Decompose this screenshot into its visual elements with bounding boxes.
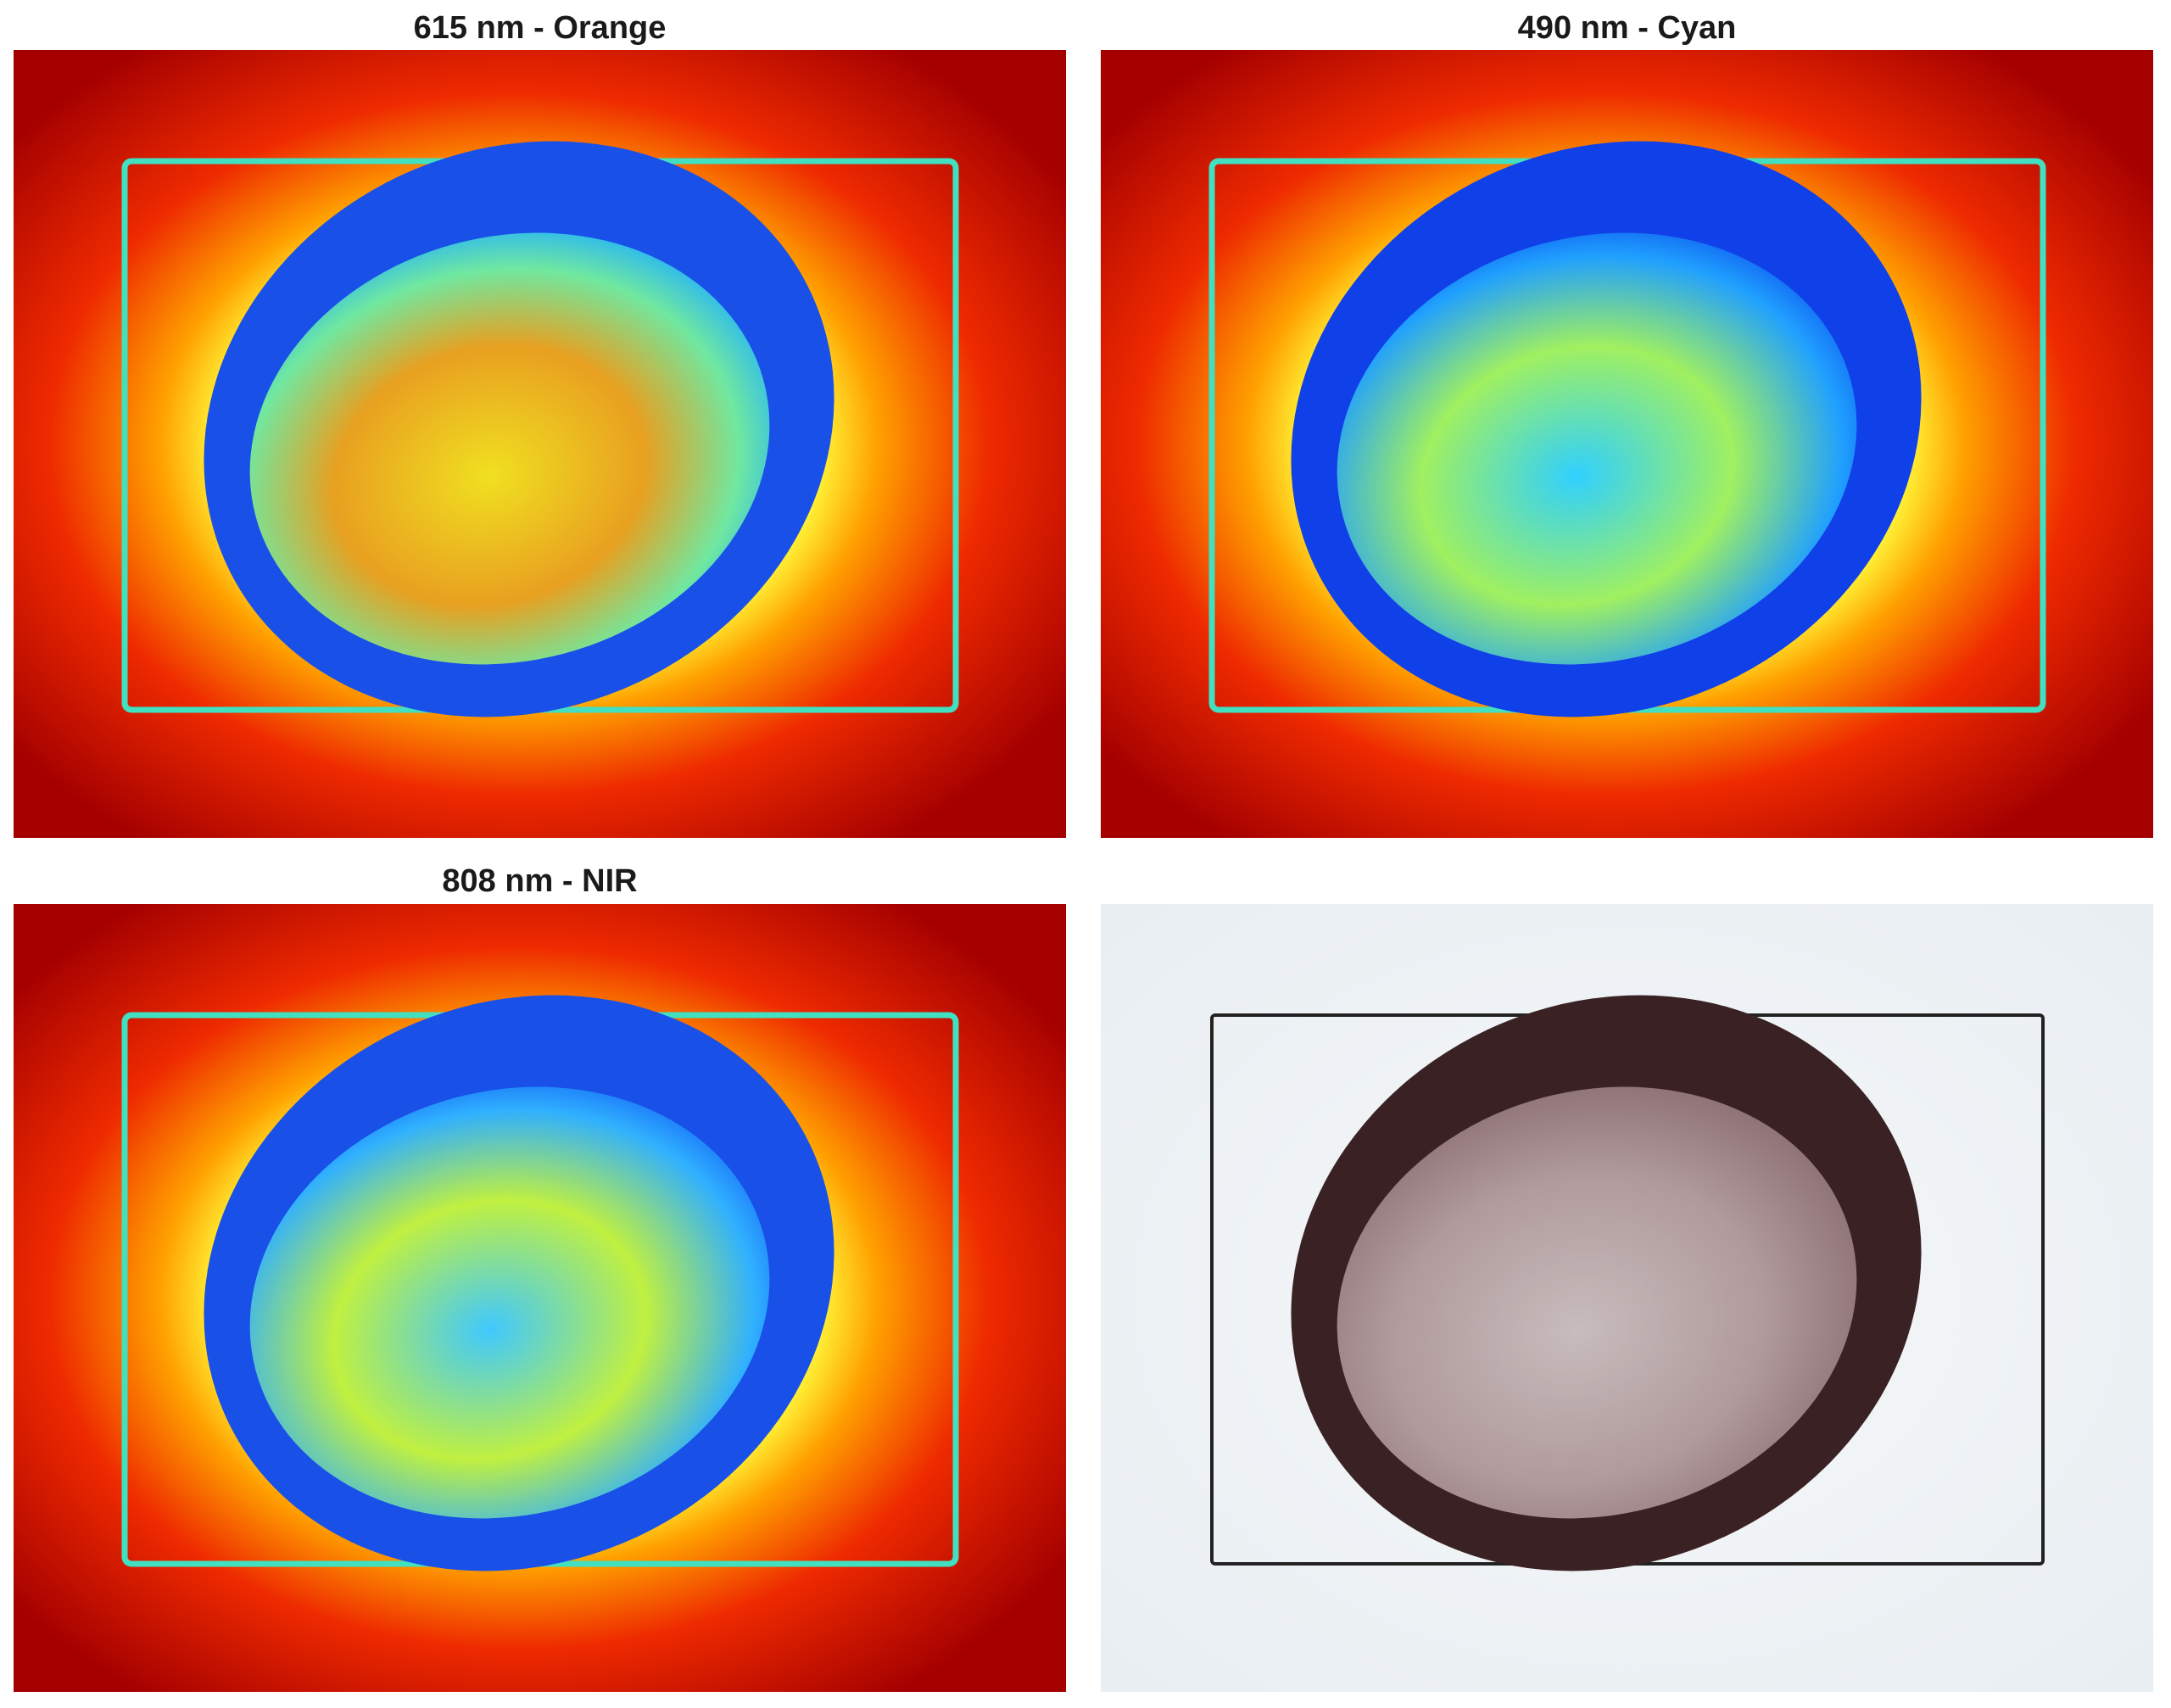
false-color-image bbox=[1101, 50, 2153, 838]
color-photo bbox=[1101, 904, 2153, 1692]
panel-title: 490 nm - Cyan bbox=[1517, 10, 1737, 46]
specimen-core bbox=[249, 232, 770, 665]
specimen-core bbox=[1337, 1086, 1857, 1519]
false-color-image bbox=[14, 904, 1066, 1692]
specimen-core bbox=[249, 1086, 770, 1519]
specimen-core bbox=[1337, 232, 1857, 665]
false-color-image bbox=[14, 50, 1066, 838]
panel-title: 808 nm - NIR bbox=[442, 863, 638, 899]
panel-title: 615 nm - Orange bbox=[413, 10, 667, 46]
